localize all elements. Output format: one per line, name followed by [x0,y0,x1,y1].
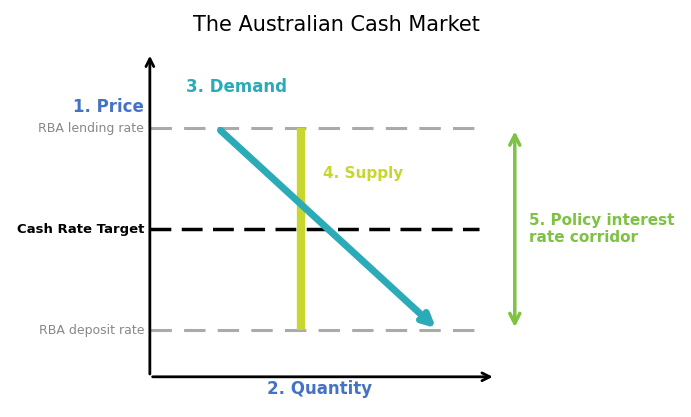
Text: Cash Rate Target: Cash Rate Target [17,223,144,236]
Text: 3. Demand: 3. Demand [185,78,287,96]
Text: RBA lending rate: RBA lending rate [39,122,144,135]
Title: The Australian Cash Market: The Australian Cash Market [193,15,480,35]
Text: 5. Policy interest
rate corridor: 5. Policy interest rate corridor [529,213,674,246]
Text: 1. Price: 1. Price [73,98,144,116]
Text: 4. Supply: 4. Supply [323,166,403,181]
Text: 2. Quantity: 2. Quantity [267,380,372,398]
Text: RBA deposit rate: RBA deposit rate [39,324,144,337]
